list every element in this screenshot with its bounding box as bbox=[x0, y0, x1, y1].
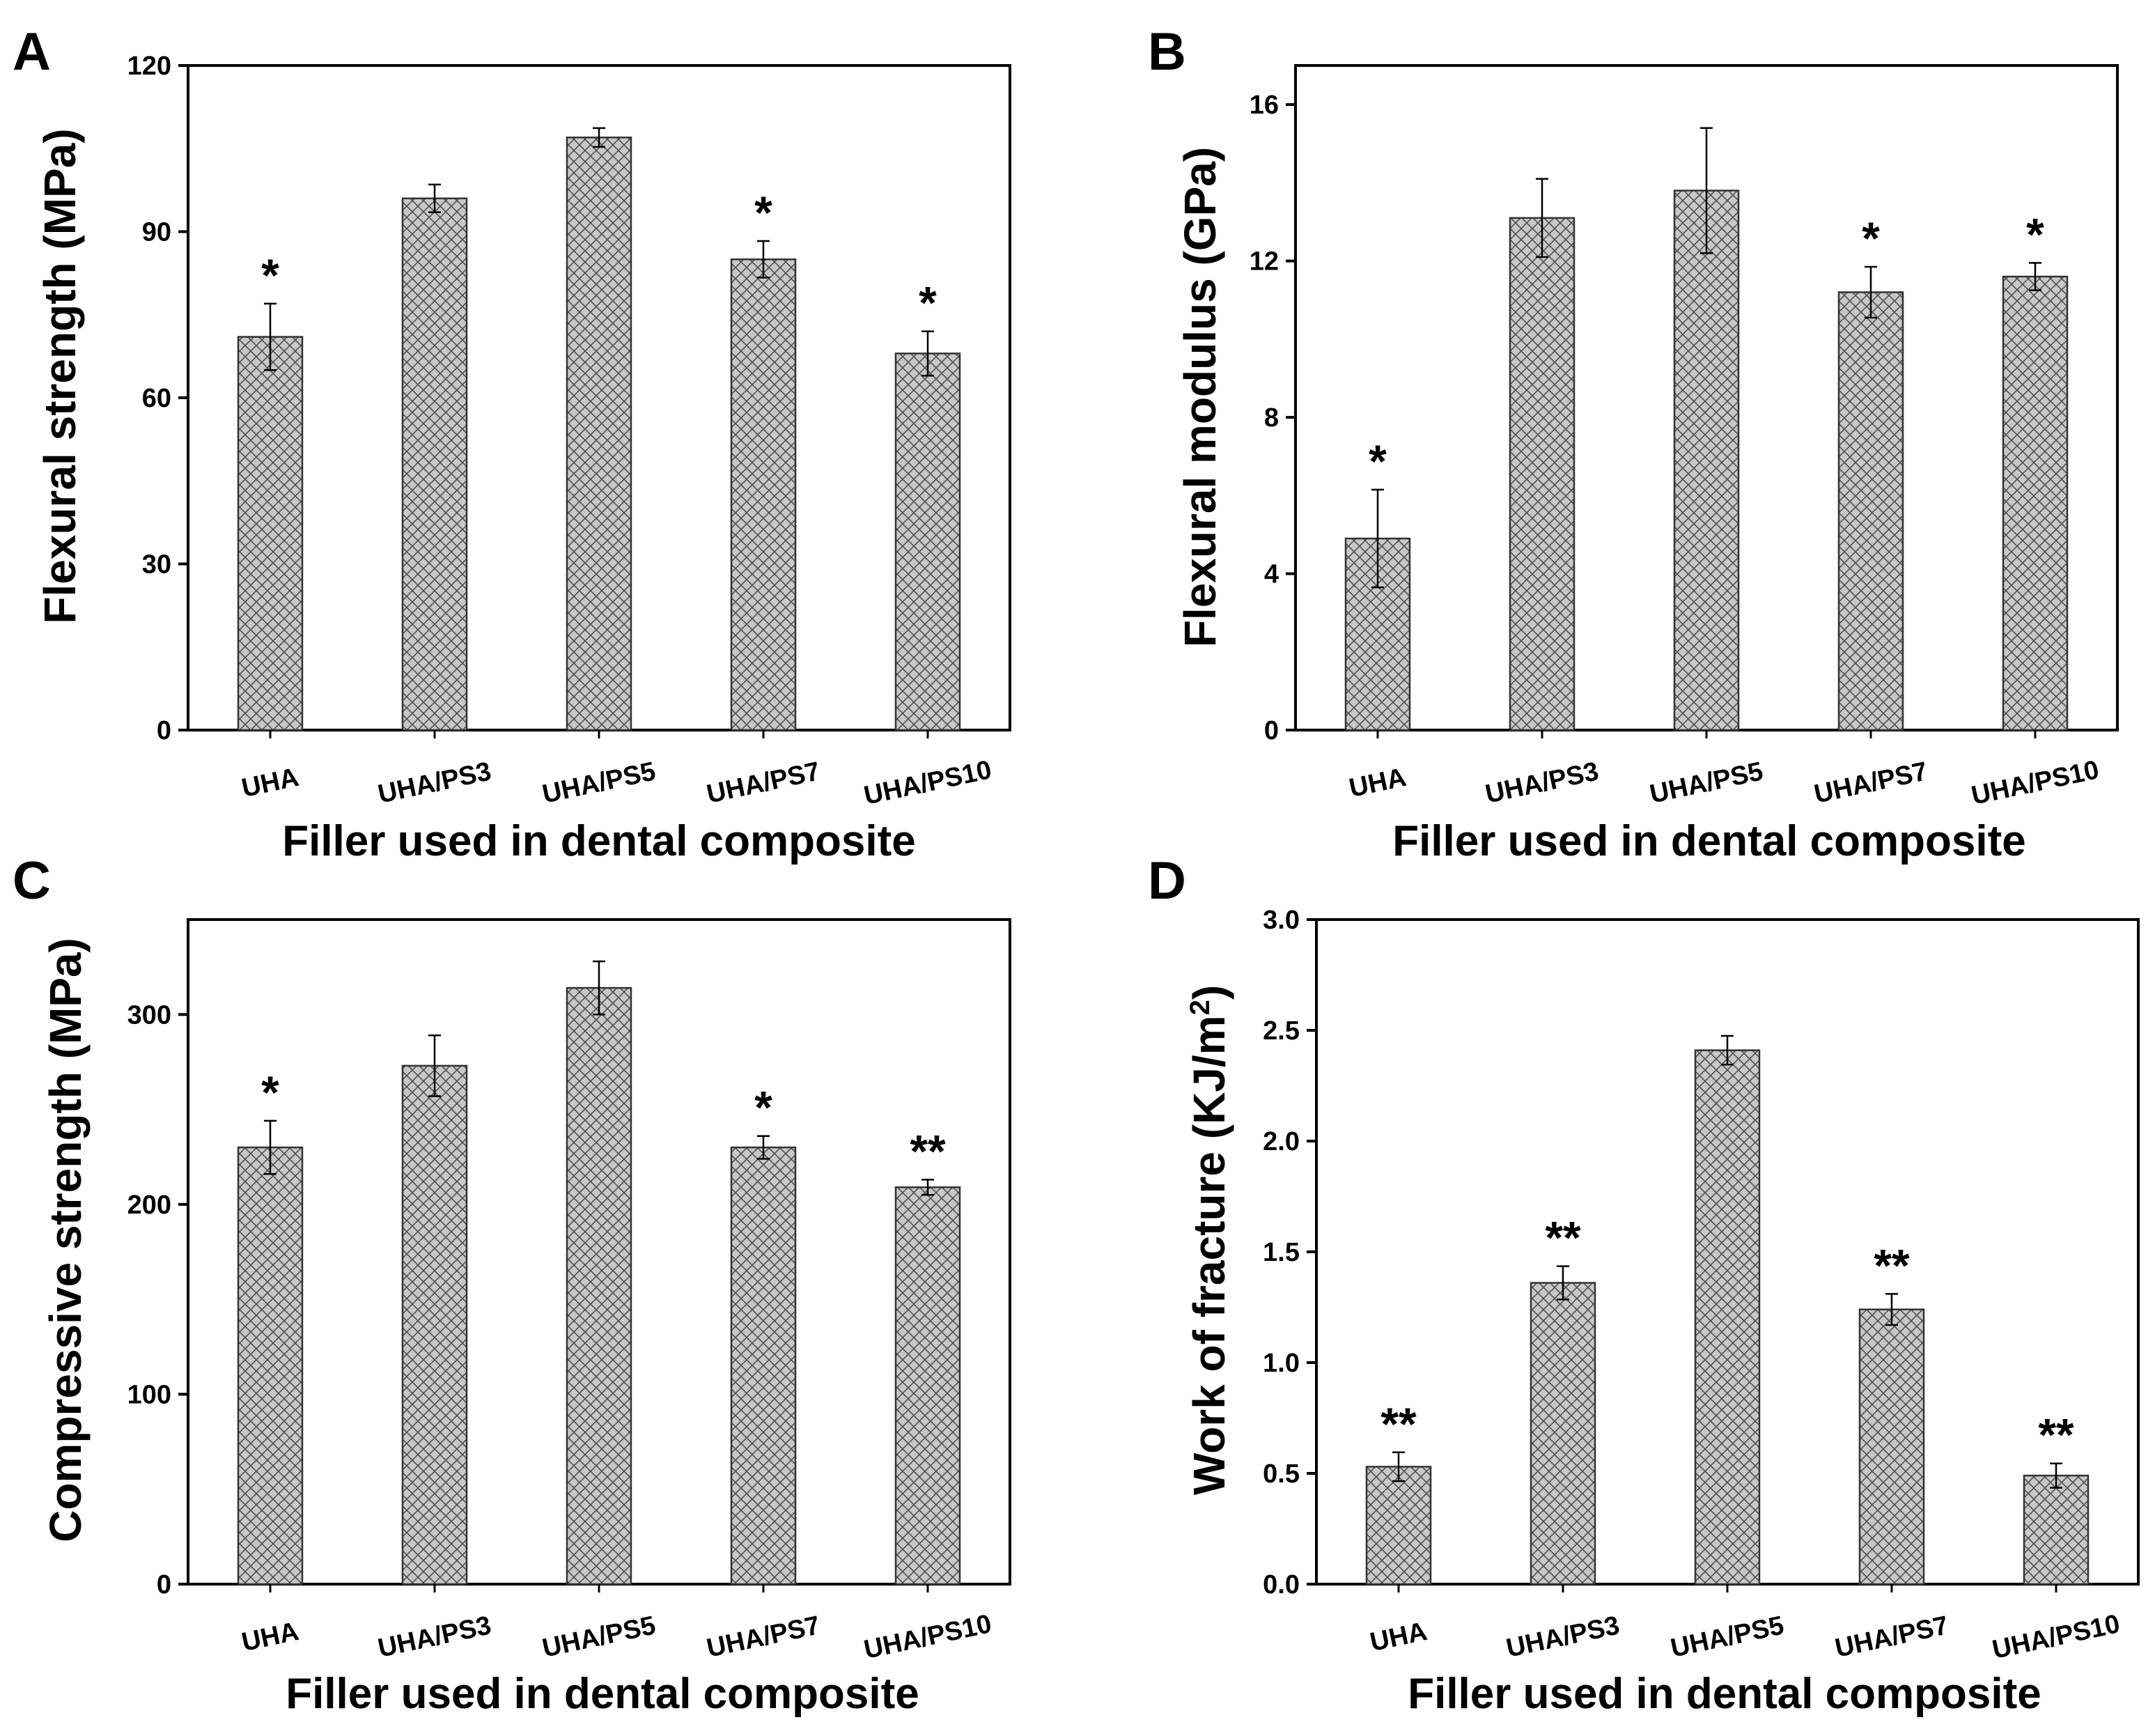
x-tick-label-b: UHA/PS7 bbox=[1812, 757, 1930, 809]
x-tick-label-c: UHA/PS10 bbox=[862, 1609, 995, 1665]
y-axis-label-d: Work of fracture (KJ/m2) bbox=[1184, 985, 1234, 1495]
x-tick-label-c: UHA/PS5 bbox=[540, 1611, 658, 1663]
y-tick-label-d: 3.0 bbox=[1263, 906, 1300, 935]
y-tick-label-d: 0.0 bbox=[1263, 1570, 1300, 1599]
x-tick-label-a: UHA/PS5 bbox=[540, 757, 658, 809]
y-tick-label-a: 30 bbox=[142, 550, 171, 580]
plot-area-c: 0 100 200 300 * UHA UHA/PS3 UHA/PS5 * UHA/PS7 ** UH… bbox=[127, 918, 1011, 1665]
y-axis-label-b: Flexural modulus (GPa) bbox=[1175, 147, 1225, 647]
y-tick-label-d: 2.0 bbox=[1263, 1127, 1300, 1156]
bar-d bbox=[1858, 1308, 1925, 1586]
bar-b bbox=[2002, 275, 2069, 731]
significance-marker-a: * bbox=[919, 277, 937, 329]
panel-a: A Flexural strength (MPa) Filler used in… bbox=[13, 22, 1011, 865]
y-tick-label-d: 1.5 bbox=[1263, 1238, 1300, 1267]
x-tick-label-d: UHA/PS5 bbox=[1668, 1611, 1787, 1663]
significance-marker-a: * bbox=[261, 249, 279, 301]
x-tick-label-a: UHA bbox=[239, 763, 301, 803]
significance-marker-b: * bbox=[1862, 212, 1880, 264]
bar-b bbox=[1673, 189, 1740, 731]
x-tick-label-b: UHA/PS10 bbox=[1969, 755, 2102, 811]
y-tick-label-b: 4 bbox=[1264, 560, 1279, 589]
bar-a bbox=[730, 258, 797, 731]
x-tick-label-d: UHA bbox=[1367, 1617, 1429, 1657]
y-tick-label-b: 16 bbox=[1250, 91, 1279, 120]
significance-marker-b: * bbox=[1369, 435, 1387, 487]
x-tick-label-c: UHA/PS3 bbox=[375, 1611, 494, 1663]
plot-area-b: 0 4 8 12 16 * UHA UHA/PS3 UHA/PS5 * UHA/PS7 * UHA/PS… bbox=[1250, 64, 2119, 811]
panel-b: B Flexural modulus (GPa) Filler used in … bbox=[1148, 22, 2119, 865]
significance-marker-d: ** bbox=[1380, 1398, 1417, 1450]
panel-d: D Work of fracture (KJ/m2) Filler used i… bbox=[1148, 851, 2140, 1718]
bar-a bbox=[894, 352, 961, 731]
x-axis-label-c: Filler used in dental composite bbox=[286, 1670, 919, 1718]
y-axis-label-d-main: Work of fracture (KJ/m bbox=[1184, 1015, 1234, 1495]
panel-c: C Compressive strength (MPa) Filler used… bbox=[13, 851, 1011, 1718]
x-tick-label-d: UHA/PS3 bbox=[1504, 1611, 1622, 1663]
y-tick-label-a: 0 bbox=[157, 716, 171, 745]
bar-c bbox=[894, 1186, 961, 1586]
y-tick-label-c: 200 bbox=[127, 1191, 171, 1220]
plot-area-a: 0 30 60 90 120 * UHA UHA/PS3 UHA/PS5 * UHA/PS7 * UHA… bbox=[127, 52, 1011, 811]
plot-area-d: 0.0 0.5 1.0 1.5 2.0 2.5 3.0 ** UHA ** UHA/PS3 UHA/P… bbox=[1263, 906, 2140, 1665]
bar-a bbox=[401, 197, 468, 731]
x-tick-label-b: UHA/PS3 bbox=[1483, 757, 1601, 809]
significance-marker-d: ** bbox=[2038, 1409, 2074, 1461]
y-tick-label-d: 0.5 bbox=[1263, 1459, 1300, 1489]
y-axis-label-d-end: ) bbox=[1184, 985, 1234, 1000]
y-tick-label-d: 2.5 bbox=[1263, 1016, 1300, 1046]
y-axis-label-a: Flexural strength (MPa) bbox=[35, 128, 85, 623]
bar-a bbox=[566, 137, 632, 731]
bar-c bbox=[566, 986, 632, 1586]
x-axis-label-b: Filler used in dental composite bbox=[1392, 817, 2026, 865]
bar-c bbox=[237, 1146, 304, 1586]
bar-b bbox=[1509, 217, 1576, 731]
x-axis-label-d: Filler used in dental composite bbox=[1408, 1670, 2041, 1718]
bar-c bbox=[730, 1146, 797, 1586]
y-tick-label-c: 0 bbox=[157, 1570, 171, 1599]
significance-marker-c: * bbox=[754, 1082, 772, 1133]
y-tick-label-b: 8 bbox=[1264, 403, 1279, 433]
bar-d bbox=[1530, 1282, 1596, 1586]
y-tick-label-c: 100 bbox=[127, 1380, 171, 1409]
x-tick-label-d: UHA/PS7 bbox=[1833, 1611, 1951, 1663]
bar-c bbox=[401, 1064, 468, 1586]
significance-marker-b: * bbox=[2026, 208, 2044, 260]
y-axis-label-d-sup: 2 bbox=[1185, 1000, 1215, 1015]
y-tick-label-b: 12 bbox=[1250, 247, 1279, 277]
panel-letter-a: A bbox=[13, 22, 51, 82]
x-tick-label-b: UHA bbox=[1346, 763, 1408, 803]
significance-marker-c: ** bbox=[910, 1125, 946, 1177]
x-tick-label-c: UHA bbox=[239, 1617, 301, 1657]
x-tick-label-a: UHA/PS7 bbox=[704, 757, 823, 809]
panel-letter-b: B bbox=[1148, 22, 1186, 82]
significance-marker-a: * bbox=[754, 187, 772, 238]
x-tick-label-b: UHA/PS5 bbox=[1647, 757, 1766, 809]
x-tick-label-c: UHA/PS7 bbox=[704, 1611, 823, 1663]
bar-d bbox=[1694, 1049, 1761, 1586]
bar-d bbox=[2023, 1474, 2090, 1586]
y-tick-label-b: 0 bbox=[1264, 716, 1279, 745]
significance-marker-d: ** bbox=[1545, 1212, 1581, 1264]
x-tick-label-d: UHA/PS10 bbox=[1990, 1609, 2123, 1665]
bar-b bbox=[1837, 291, 1904, 731]
bar-d bbox=[1365, 1466, 1432, 1586]
y-axis-label-c: Compressive strength (MPa) bbox=[40, 938, 91, 1542]
bar-a bbox=[237, 336, 304, 731]
significance-marker-d: ** bbox=[1874, 1239, 1910, 1291]
x-tick-label-a: UHA/PS10 bbox=[862, 755, 995, 811]
y-tick-label-a: 60 bbox=[142, 384, 171, 413]
y-tick-label-a: 120 bbox=[127, 52, 171, 81]
y-tick-label-d: 1.0 bbox=[1263, 1349, 1300, 1378]
significance-marker-c: * bbox=[261, 1067, 279, 1118]
y-tick-label-c: 300 bbox=[127, 1000, 171, 1030]
x-tick-label-a: UHA/PS3 bbox=[375, 757, 494, 809]
panel-letter-c: C bbox=[13, 851, 51, 910]
panel-letter-d: D bbox=[1148, 851, 1186, 910]
y-tick-label-a: 90 bbox=[142, 218, 171, 247]
x-axis-label-a: Filler used in dental composite bbox=[282, 817, 916, 865]
